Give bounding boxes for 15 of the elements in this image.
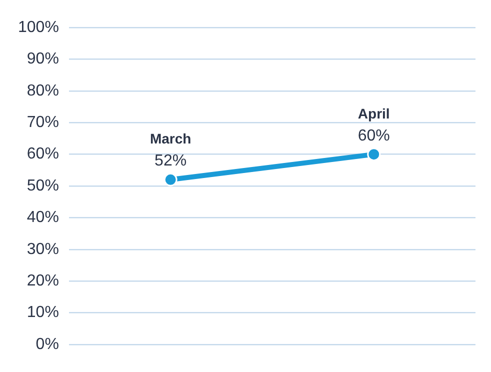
data-label: 60%: [358, 127, 390, 144]
data-label: 52%: [154, 152, 187, 170]
y-tick-label: 10%: [26, 304, 59, 322]
y-tick-label: 100%: [18, 19, 59, 36]
y-tick-label: 40%: [26, 209, 59, 226]
y-tick-label: 50%: [26, 177, 59, 194]
y-tick-label: 20%: [26, 272, 59, 290]
y-tick-label: 30%: [26, 240, 59, 258]
x-tick-label: April: [358, 105, 390, 122]
y-tick-label: 0%: [36, 336, 59, 353]
y-tick-label: 90%: [26, 50, 59, 68]
x-tick-label: March: [150, 130, 192, 147]
y-tick-label: 60%: [26, 146, 59, 163]
y-tick-label: 70%: [26, 114, 59, 132]
y-tick-label: 80%: [26, 82, 59, 100]
